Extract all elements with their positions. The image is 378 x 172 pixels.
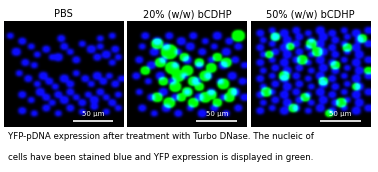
Text: cells have been stained blue and YFP expression is displayed in green.: cells have been stained blue and YFP exp… bbox=[8, 153, 313, 162]
Text: 50 μm: 50 μm bbox=[82, 111, 104, 117]
Text: 50% (w/w) bCDHP: 50% (w/w) bCDHP bbox=[266, 9, 355, 19]
Text: 50 μm: 50 μm bbox=[206, 111, 228, 117]
Text: 50 μm: 50 μm bbox=[329, 111, 352, 117]
Text: YFP-pDNA expression after treatment with Turbo DNase. The nucleic of: YFP-pDNA expression after treatment with… bbox=[8, 132, 313, 141]
Text: 20% (w/w) bCDHP: 20% (w/w) bCDHP bbox=[143, 9, 231, 19]
Text: PBS: PBS bbox=[54, 9, 73, 19]
